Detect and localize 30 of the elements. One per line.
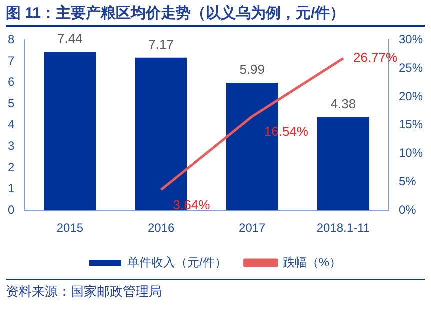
y-tick-label: 3 (8, 139, 15, 154)
y-tick-label: 7 (8, 54, 15, 68)
chart-title: 图 11：主要产粮区均价走势（以义乌为例，元/件） (5, 4, 346, 24)
data-label: 4.38 (330, 96, 356, 112)
bar (44, 52, 96, 211)
y-tick-label: 2 (8, 160, 15, 174)
y2-tick-label: 25% (398, 60, 424, 75)
data-label: 7.17 (148, 36, 174, 52)
y-tick-label: 6 (8, 75, 15, 90)
data-label: 5.99 (240, 62, 266, 78)
y2-tick-label: 5% (398, 174, 417, 189)
y-tick-label: 0 (8, 202, 15, 217)
y2-tick-label: 10% (398, 146, 424, 160)
x-tick-label: 2017 (239, 221, 266, 236)
legend-label: 单件收入（元/件） (128, 255, 227, 270)
x-tick-label: 2015 (56, 221, 84, 236)
y-tick-label: 8 (8, 32, 15, 47)
y2-tick-label: 0% (398, 202, 417, 217)
x-tick-label: 2018.1-11 (316, 221, 370, 236)
x-tick-label: 2016 (148, 221, 175, 236)
legend-label: 跌幅（%） (282, 255, 342, 270)
data-label: 7.44 (58, 31, 83, 46)
y2-tick-label: 20% (398, 89, 424, 104)
bar (317, 117, 370, 211)
y-tick-label: 4 (8, 118, 15, 132)
y2-tick-label: 30% (398, 32, 424, 47)
y-tick-label: 5 (8, 96, 15, 110)
text: 资料来源：国家邮政管理局 (5, 283, 163, 301)
y-tick-label: 1 (8, 182, 15, 196)
y2-tick-label: 15% (398, 118, 424, 132)
